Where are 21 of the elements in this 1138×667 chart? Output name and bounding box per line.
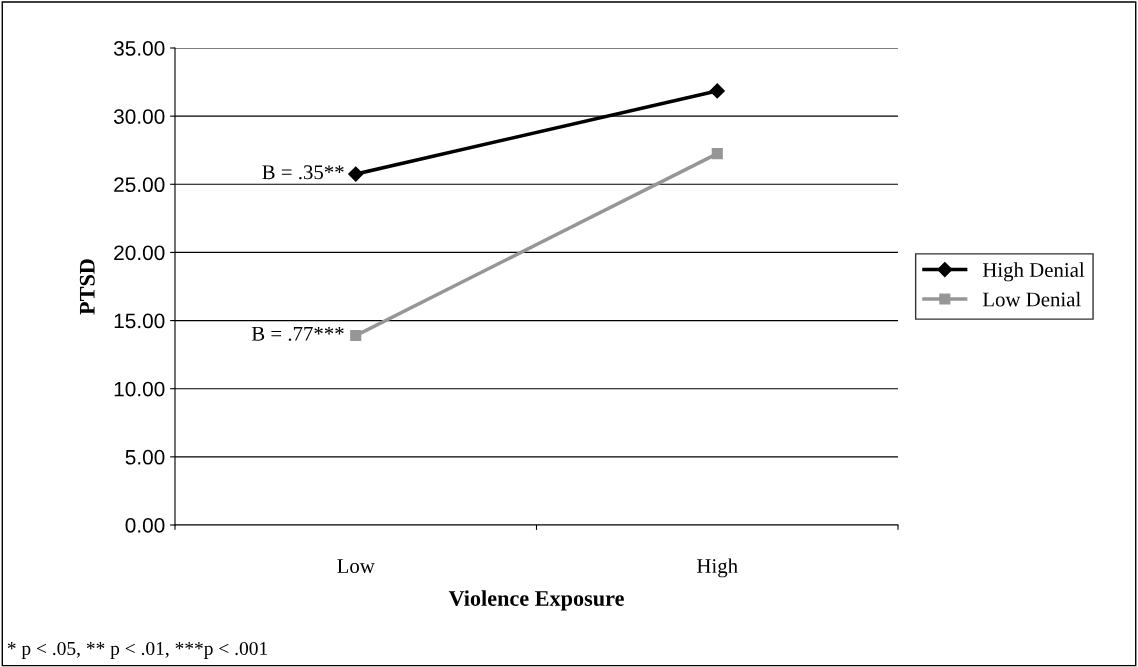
text: * p < .05, ** p < .01, ***p < .001 <box>7 641 268 659</box>
legend-label: High Denial <box>982 262 1085 282</box>
y-tick-label: 25.00 <box>114 177 165 193</box>
annotation: B = .77*** <box>251 326 344 341</box>
y-tick-label: 10.00 <box>114 381 165 397</box>
y-tick-label: 15.00 <box>114 313 165 329</box>
y-tick-label: 0.00 <box>125 518 165 533</box>
x-tick-label: High <box>697 558 738 578</box>
x-tick-label: Low <box>337 559 375 574</box>
y-tick-label: 35.00 <box>113 41 165 56</box>
point <box>711 148 723 160</box>
point <box>350 330 362 342</box>
x-axis-title: Violence Exposure <box>448 590 624 611</box>
point <box>348 166 364 182</box>
y-tick-label: 20.00 <box>114 245 165 261</box>
annotation: B = .35** <box>262 165 344 180</box>
y-tick-label: 5.00 <box>125 449 165 465</box>
y-axis-title: PTSD <box>79 259 95 315</box>
point <box>709 83 725 99</box>
legend-label: Low Denial <box>982 291 1081 307</box>
y-tick-label: 30.00 <box>113 109 165 124</box>
